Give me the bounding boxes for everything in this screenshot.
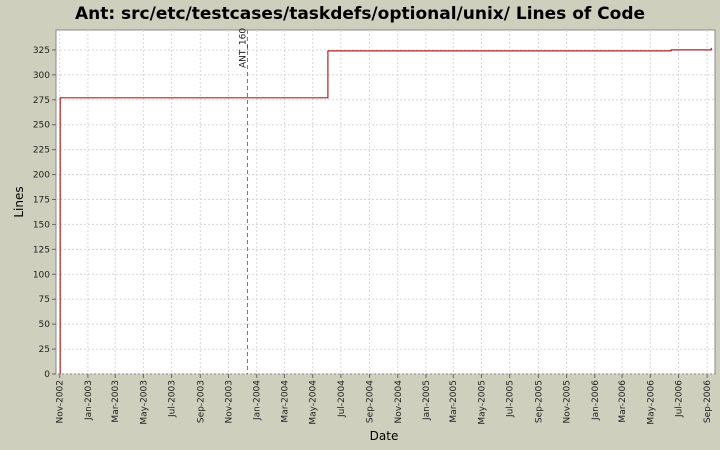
grid (56, 30, 715, 375)
x-tick-label: Sep-2005 (534, 380, 544, 423)
y-tick-label: 225 (33, 146, 50, 156)
y-tick-label: 25 (39, 345, 50, 355)
x-tick-label: Jul-2006 (674, 380, 684, 418)
y-tick-label: 325 (33, 46, 50, 56)
x-axis-label: Date (370, 429, 399, 443)
x-tick-label: May-2004 (309, 380, 319, 425)
y-axis-ticks: 0 25 50 75 100 125 150 175 200 225 250 275 300 325 (33, 46, 56, 380)
x-tick-label: May-2005 (477, 380, 487, 425)
x-tick-label: Jan-2005 (422, 380, 432, 421)
x-axis-ticks: Nov-2002 Jan-2003 Mar-2003 May-2003 Jul-2003… (56, 374, 713, 425)
x-tick-label: Nov-2003 (224, 380, 234, 423)
y-tick-label: 250 (33, 121, 50, 131)
x-tick-label: Mar-2004 (280, 380, 290, 423)
y-tick-label: 0 (44, 370, 50, 380)
series-line (59, 47, 712, 374)
y-tick-label: 150 (33, 220, 50, 230)
y-tick-label: 275 (33, 96, 50, 106)
y-tick-label: 75 (39, 295, 50, 305)
marker-label: ANT_160 (238, 28, 248, 68)
y-tick-label: 300 (33, 71, 50, 81)
x-tick-label: Jul-2004 (337, 380, 347, 418)
x-tick-label: Sep-2003 (196, 380, 206, 423)
x-tick-label: Jul-2005 (506, 380, 516, 418)
y-tick-label: 50 (39, 320, 51, 330)
x-tick-label: Jul-2003 (168, 380, 178, 418)
x-tick-label: Jan-2003 (84, 380, 94, 421)
x-tick-label: Nov-2002 (56, 380, 66, 423)
y-tick-label: 100 (33, 270, 50, 280)
markers: ANT_160 (238, 28, 248, 374)
y-tick-label: 200 (33, 171, 50, 181)
x-tick-label: Mar-2006 (618, 380, 628, 423)
x-tick-label: Sep-2004 (366, 380, 376, 423)
x-tick-label: Nov-2005 (563, 380, 573, 423)
x-tick-label: Mar-2005 (449, 380, 459, 423)
x-tick-label: Jan-2004 (253, 380, 263, 421)
x-tick-label: May-2003 (139, 380, 149, 425)
y-tick-label: 175 (33, 196, 50, 206)
x-tick-label: Jan-2006 (591, 380, 601, 421)
plot-area (55, 29, 716, 375)
y-tick-label: 125 (33, 245, 50, 255)
x-tick-label: May-2006 (646, 380, 656, 425)
chart-title: Ant: src/etc/testcases/taskdefs/optional… (75, 4, 645, 24)
x-tick-label: Mar-2003 (111, 380, 121, 423)
x-tick-label: Sep-2006 (703, 380, 713, 423)
series-group (59, 47, 712, 374)
y-axis-label: Lines (12, 186, 26, 217)
x-tick-label: Nov-2004 (394, 380, 404, 424)
